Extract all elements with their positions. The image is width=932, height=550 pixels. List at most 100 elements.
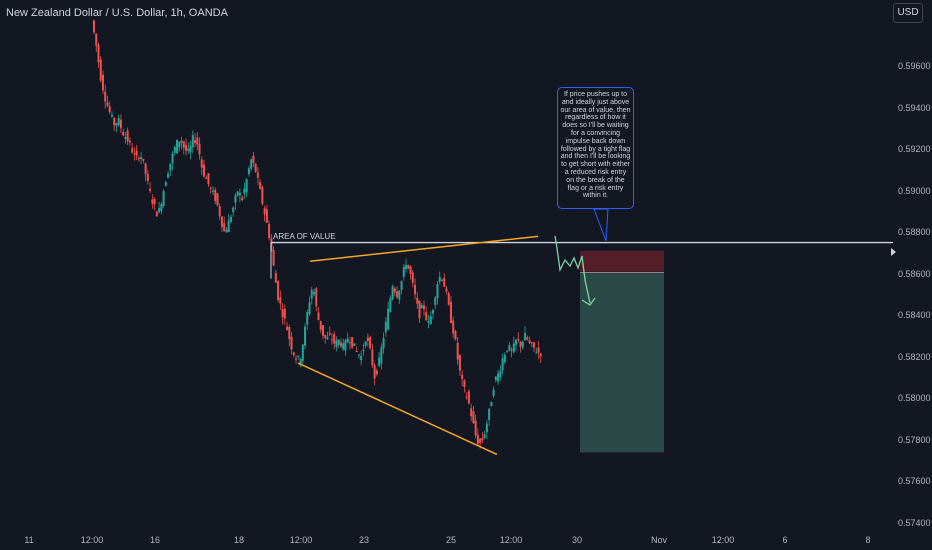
price-axis-label: 0.57800 — [898, 434, 931, 445]
candle-body — [254, 163, 257, 172]
candle-body — [382, 338, 385, 349]
candle-body — [339, 342, 342, 347]
candle-body — [391, 286, 394, 300]
time-axis-label: 11 — [24, 535, 34, 545]
candle-body — [405, 264, 408, 270]
candle-body — [488, 408, 491, 420]
candle-body — [512, 343, 515, 353]
candle-body — [537, 347, 540, 353]
candle-body — [308, 302, 311, 314]
time-axis-label: 6 — [782, 535, 788, 545]
candle-body — [207, 173, 210, 185]
candle-body — [335, 340, 338, 347]
candle-body — [306, 312, 309, 325]
candle-body — [526, 337, 529, 340]
candle-body — [396, 291, 399, 298]
stop-loss-zone[interactable] — [580, 250, 664, 272]
price-axis-label: 0.57600 — [898, 476, 931, 487]
candle-body — [326, 337, 329, 340]
candle-body — [348, 342, 351, 344]
currency-button[interactable]: USD — [893, 3, 923, 23]
candle-body — [434, 297, 437, 306]
candle-body — [117, 117, 120, 125]
candle-body — [351, 337, 354, 348]
candle-body — [490, 402, 493, 407]
candle-body — [101, 74, 104, 91]
candle-body — [265, 209, 268, 223]
candle-body — [290, 336, 293, 350]
candle-body — [310, 290, 313, 299]
candle-body — [420, 304, 423, 309]
candle-body — [223, 223, 226, 231]
candle-body — [292, 352, 295, 355]
candle-body — [277, 281, 280, 300]
projection-arrowhead[interactable] — [581, 297, 596, 306]
candle-body — [236, 191, 239, 196]
candle-body — [431, 310, 434, 314]
candle-body — [528, 340, 531, 343]
candle-body — [274, 273, 277, 283]
candle-body — [93, 20, 95, 33]
candle-body — [476, 434, 479, 444]
candle-body — [214, 189, 217, 201]
candle-body — [191, 135, 194, 148]
candle-body — [389, 298, 392, 312]
candle-body — [364, 341, 367, 346]
candle-body — [342, 343, 345, 350]
candle-body — [463, 380, 466, 388]
candle-body — [414, 284, 417, 295]
candle-body — [456, 342, 459, 360]
candle-body — [250, 159, 253, 169]
trade-plan-callout[interactable]: If price pushes up to and ideally just a… — [557, 87, 634, 209]
candle-body — [106, 102, 109, 106]
candle-body — [380, 347, 383, 364]
candle-body — [286, 326, 289, 331]
wedge-lower-trendline[interactable] — [297, 362, 498, 456]
candle-body — [384, 321, 387, 333]
candle-body — [344, 340, 347, 351]
candle-body — [252, 155, 255, 164]
candle-body — [398, 290, 401, 300]
candle-body — [200, 159, 203, 168]
candle-body — [418, 300, 421, 319]
scroll-right-arrow-icon[interactable] — [891, 248, 896, 256]
candle-body — [283, 308, 286, 319]
candle-body — [373, 365, 376, 379]
callout-pointer[interactable] — [593, 208, 609, 242]
candle-body — [485, 423, 488, 433]
candle-body — [247, 168, 250, 175]
time-axis-label: 18 — [233, 535, 245, 545]
price-axis-label: 0.58400 — [898, 310, 931, 321]
candle-body — [128, 140, 131, 143]
candle-body — [169, 163, 172, 171]
candle-body — [369, 337, 372, 349]
candle-body — [328, 333, 331, 335]
take-profit-zone[interactable] — [580, 273, 664, 453]
candle-body — [315, 288, 318, 306]
candle-body — [135, 150, 138, 156]
candle-body — [272, 249, 275, 266]
candle-body — [353, 343, 356, 346]
candle-body — [137, 157, 140, 160]
candle-body — [218, 206, 221, 217]
projection-path[interactable] — [554, 235, 591, 304]
price-axis-label: 0.59000 — [898, 185, 931, 196]
candle-body — [402, 266, 405, 277]
wedge-upper-trendline[interactable] — [309, 235, 539, 263]
candle-body — [160, 204, 163, 211]
candle-body — [362, 349, 365, 351]
candle-body — [304, 326, 307, 346]
candle-body — [256, 172, 259, 178]
price-axis-label: 0.58800 — [898, 227, 931, 238]
price-axis-label: 0.58600 — [898, 268, 931, 279]
candle-body — [427, 320, 430, 323]
candle-body — [180, 140, 183, 143]
candle-body — [281, 309, 284, 318]
candle-body — [182, 141, 185, 148]
candle-body — [324, 334, 327, 338]
time-axis-label: Nov — [650, 535, 668, 545]
candle-body — [243, 188, 246, 194]
candle-body — [263, 208, 266, 215]
candle-body — [454, 330, 457, 340]
